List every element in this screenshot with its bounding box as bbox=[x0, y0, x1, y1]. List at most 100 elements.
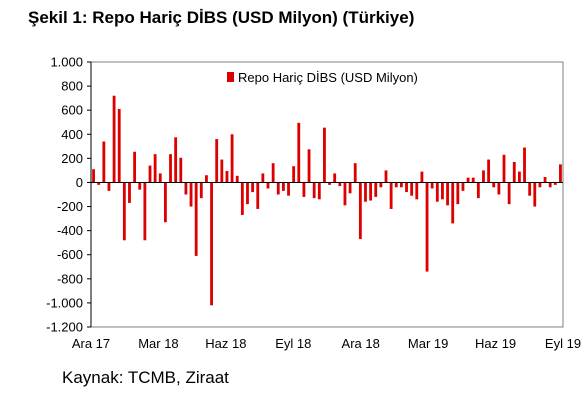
bar bbox=[441, 182, 444, 200]
legend-label: Repo Hariç DİBS (USD Milyon) bbox=[238, 70, 418, 85]
bar bbox=[430, 182, 434, 189]
x-tick-label: Mar 19 bbox=[408, 336, 448, 351]
bar bbox=[487, 159, 491, 183]
y-tick-label: 200 bbox=[61, 151, 83, 166]
bar-series bbox=[92, 95, 562, 306]
bar bbox=[246, 182, 249, 205]
bar bbox=[174, 137, 178, 183]
bar bbox=[128, 182, 131, 203]
bar bbox=[266, 182, 270, 189]
bar bbox=[102, 141, 106, 183]
bar bbox=[317, 182, 321, 200]
bar bbox=[225, 171, 229, 183]
bar bbox=[374, 182, 378, 197]
y-tick-label: -600 bbox=[57, 247, 83, 262]
bar bbox=[507, 182, 511, 205]
x-tick-label: Ara 18 bbox=[342, 336, 380, 351]
legend-swatch bbox=[227, 72, 234, 82]
bar bbox=[482, 170, 485, 183]
bar bbox=[328, 182, 331, 185]
bar bbox=[384, 170, 388, 183]
bar bbox=[415, 182, 419, 200]
bar bbox=[399, 182, 403, 188]
bar bbox=[194, 182, 198, 256]
bar bbox=[425, 182, 429, 272]
bar bbox=[97, 182, 101, 185]
bar bbox=[307, 149, 311, 183]
bar bbox=[523, 147, 526, 183]
y-tick-label: -1.200 bbox=[46, 320, 83, 335]
bar bbox=[179, 157, 183, 183]
x-tick-label: Eyl 18 bbox=[275, 336, 311, 351]
y-tick-label: 0 bbox=[76, 175, 83, 190]
bar bbox=[153, 154, 157, 183]
bar bbox=[476, 182, 480, 199]
bar bbox=[122, 182, 126, 241]
y-tick-label: 1.000 bbox=[50, 55, 83, 70]
bar bbox=[220, 159, 224, 183]
bar bbox=[369, 182, 373, 201]
bar bbox=[538, 182, 542, 188]
bar bbox=[543, 177, 547, 183]
bar bbox=[133, 151, 137, 183]
bar bbox=[364, 182, 367, 202]
bar bbox=[117, 108, 121, 183]
bar bbox=[379, 182, 383, 188]
legend: Repo Hariç DİBS (USD Milyon) bbox=[227, 70, 418, 85]
chart-title: Şekil 1: Repo Hariç DİBS (USD Milyon) (T… bbox=[28, 8, 415, 27]
y-tick-label: 800 bbox=[61, 79, 83, 94]
bar bbox=[138, 182, 142, 190]
bar bbox=[148, 165, 152, 183]
bar bbox=[394, 182, 398, 188]
bar bbox=[210, 182, 213, 306]
bar bbox=[297, 122, 301, 183]
bar bbox=[251, 182, 255, 193]
bar bbox=[163, 182, 167, 223]
bar bbox=[240, 182, 244, 215]
bar bbox=[112, 95, 116, 183]
bar bbox=[358, 182, 362, 240]
bar bbox=[199, 182, 203, 199]
y-tick-label: -800 bbox=[57, 271, 83, 286]
bar bbox=[158, 173, 162, 183]
bar bbox=[353, 163, 357, 183]
x-axis-ticks: Ara 17 Mar 18 Haz 18 Eyl 18 Ara 18 Mar 19 Haz … bbox=[72, 336, 581, 351]
x-tick-label: Haz 19 bbox=[475, 336, 516, 351]
bar bbox=[420, 171, 424, 183]
bar bbox=[553, 182, 557, 185]
bar bbox=[312, 182, 316, 199]
bar bbox=[548, 182, 552, 188]
bar bbox=[92, 169, 95, 183]
bar bbox=[333, 173, 337, 183]
bar bbox=[276, 182, 280, 195]
bar bbox=[343, 182, 347, 206]
x-tick-label: Ara 17 bbox=[72, 336, 110, 351]
bar bbox=[205, 175, 208, 183]
bar bbox=[302, 182, 306, 197]
bar bbox=[435, 182, 439, 202]
bar bbox=[107, 182, 111, 191]
bar bbox=[143, 182, 147, 241]
y-tick-label: -400 bbox=[57, 223, 83, 238]
bar bbox=[471, 177, 475, 183]
bar bbox=[517, 171, 521, 183]
bar bbox=[389, 182, 393, 209]
bar bbox=[466, 177, 470, 183]
bar bbox=[446, 182, 449, 206]
bar bbox=[492, 182, 496, 188]
bar bbox=[215, 139, 219, 183]
bar bbox=[281, 182, 285, 191]
bar bbox=[292, 166, 296, 183]
bar bbox=[410, 182, 414, 196]
bar bbox=[348, 182, 352, 194]
source-note: Kaynak: TCMB, Ziraat bbox=[62, 368, 229, 387]
bar bbox=[271, 163, 275, 183]
bar bbox=[456, 182, 460, 205]
y-tick-label: 400 bbox=[61, 127, 83, 142]
bar bbox=[528, 182, 532, 196]
bar bbox=[256, 182, 260, 209]
bar bbox=[497, 182, 501, 195]
bar bbox=[261, 173, 265, 183]
y-tick-label: -200 bbox=[57, 199, 83, 214]
